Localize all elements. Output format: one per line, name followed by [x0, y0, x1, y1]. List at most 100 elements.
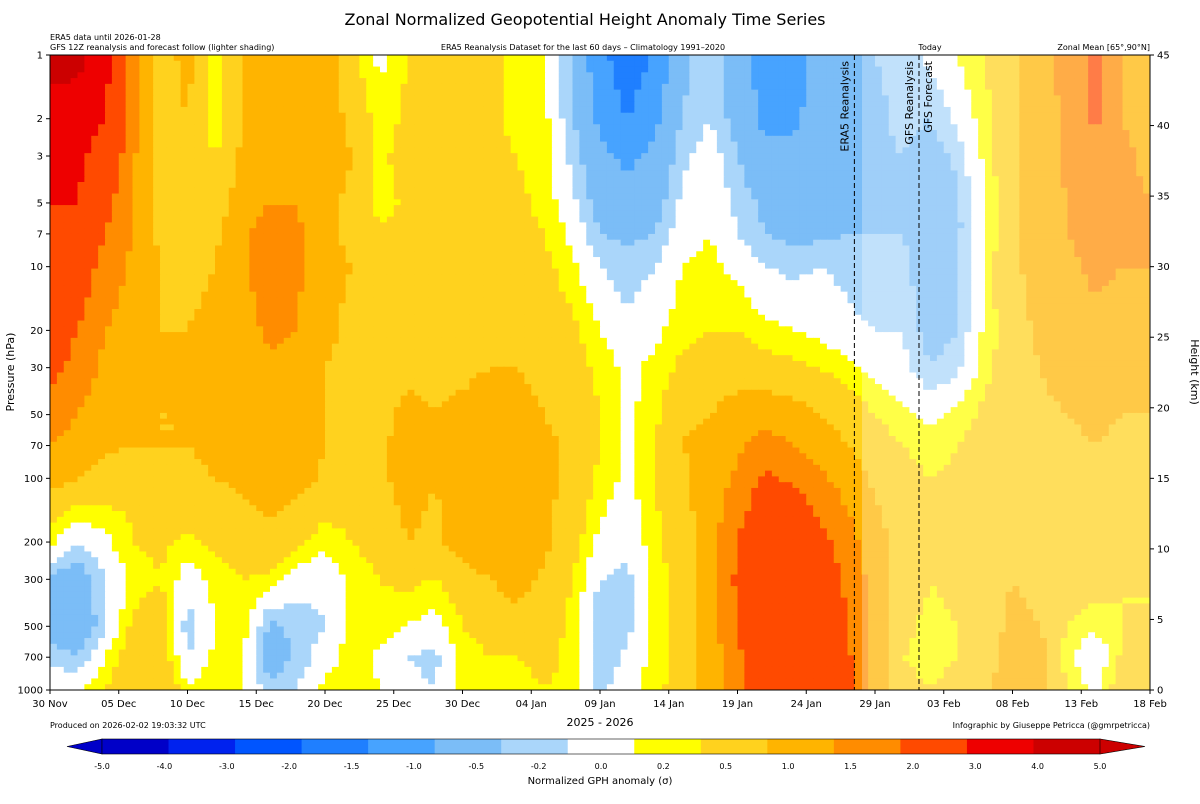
heatmap-cell — [373, 89, 381, 97]
heatmap-cell — [153, 60, 161, 68]
heatmap-cell — [840, 101, 849, 108]
heatmap-cell — [820, 55, 828, 62]
heatmap-cell — [105, 118, 113, 125]
heatmap-cell — [723, 124, 732, 131]
heatmap-cell — [964, 228, 972, 235]
heatmap-cell — [201, 182, 209, 189]
heatmap-cell — [153, 193, 161, 200]
heatmap-cell — [758, 222, 766, 229]
heatmap-cell — [964, 170, 972, 177]
heatmap-cell — [964, 205, 972, 212]
heatmap-cell — [682, 106, 690, 114]
heatmap-cell — [221, 101, 230, 108]
heatmap-cell — [496, 60, 505, 68]
heatmap-cell — [1115, 153, 1124, 160]
heatmap-cell — [778, 118, 787, 125]
heatmap-cell — [703, 60, 711, 68]
heatmap-cell — [826, 182, 835, 189]
heatmap-cell — [792, 101, 800, 108]
heatmap-cell — [655, 216, 663, 224]
heatmap-cell — [84, 233, 92, 241]
heatmap-cell — [689, 83, 697, 91]
heatmap-cell — [283, 228, 292, 235]
heatmap-cell — [1095, 124, 1103, 131]
heatmap-cell — [881, 83, 890, 91]
heatmap-cell — [565, 164, 574, 172]
heatmap-cell — [380, 205, 388, 212]
heatmap-cell — [799, 83, 807, 91]
heatmap-cell — [386, 112, 395, 120]
heatmap-cell — [881, 170, 890, 177]
heatmap-cell — [153, 112, 161, 120]
heatmap-cell — [160, 89, 168, 97]
heatmap-cell — [943, 222, 952, 229]
heatmap-cell — [517, 153, 525, 160]
heatmap-cell — [455, 124, 464, 131]
heatmap-cell — [971, 72, 979, 79]
heatmap-cell — [153, 101, 161, 108]
heatmap-cell — [221, 135, 230, 143]
heatmap-cell — [1115, 72, 1124, 79]
heatmap-cell — [421, 124, 429, 131]
heatmap-cell — [338, 72, 347, 79]
heatmap-cell — [270, 112, 278, 120]
heatmap-cell — [118, 199, 127, 206]
heatmap-cell — [737, 193, 745, 200]
heatmap-cell — [957, 176, 965, 183]
heatmap-cell — [1115, 147, 1124, 154]
heatmap-cell — [689, 182, 697, 189]
heatmap-cell — [971, 89, 979, 97]
heatmap-cell — [84, 147, 92, 154]
heatmap-cell — [160, 216, 168, 224]
heatmap-cell — [799, 205, 807, 212]
heatmap-cell — [1040, 187, 1048, 195]
heatmap-cell — [723, 164, 732, 172]
heatmap-cell — [228, 187, 237, 195]
heatmap-cell — [826, 89, 835, 97]
heatmap-cell — [483, 158, 491, 166]
heatmap-cell — [565, 118, 574, 125]
heatmap-cell — [215, 193, 223, 200]
heatmap-cell — [1143, 66, 1150, 73]
heatmap-cell — [1081, 118, 1089, 125]
heatmap-cell — [352, 78, 360, 85]
heatmap-cell — [91, 210, 99, 218]
heatmap-cell — [311, 89, 319, 97]
heatmap-cell — [771, 66, 780, 73]
heatmap-cell — [593, 124, 601, 131]
heatmap-cell — [325, 83, 333, 91]
heatmap-cell — [428, 141, 436, 148]
heatmap-cell — [249, 193, 257, 200]
heatmap-cell — [538, 228, 546, 235]
heatmap-cell — [228, 222, 237, 229]
heatmap-cell — [263, 170, 271, 177]
heatmap-cell — [517, 112, 525, 120]
heatmap-cell — [166, 78, 175, 85]
heatmap-cell — [139, 141, 147, 148]
heatmap-cell — [744, 141, 752, 148]
heatmap-cell — [1101, 55, 1110, 62]
heatmap-cell — [723, 101, 732, 108]
heatmap-cell — [84, 112, 92, 120]
heatmap-cell — [545, 199, 553, 206]
heatmap-cell — [208, 164, 216, 172]
heatmap-cell — [881, 135, 890, 143]
heatmap-cell — [888, 106, 897, 114]
heatmap-cell — [366, 135, 374, 143]
heatmap-cell — [875, 72, 883, 79]
heatmap-cell — [56, 55, 65, 62]
heatmap-cell — [985, 72, 993, 79]
heatmap-cell — [111, 78, 120, 85]
heatmap-cell — [1060, 66, 1069, 73]
heatmap-cell — [386, 158, 395, 166]
heatmap-cell — [1129, 135, 1137, 143]
heatmap-cell — [1060, 83, 1069, 91]
heatmap-cell — [428, 216, 436, 224]
heatmap-cell — [558, 78, 567, 85]
heatmap-cell — [132, 118, 140, 125]
heatmap-cell — [359, 72, 367, 79]
heatmap-cell — [1019, 106, 1027, 114]
heatmap-cell — [730, 205, 739, 212]
heatmap-cell — [1101, 106, 1110, 114]
heatmap-cell — [407, 135, 415, 143]
